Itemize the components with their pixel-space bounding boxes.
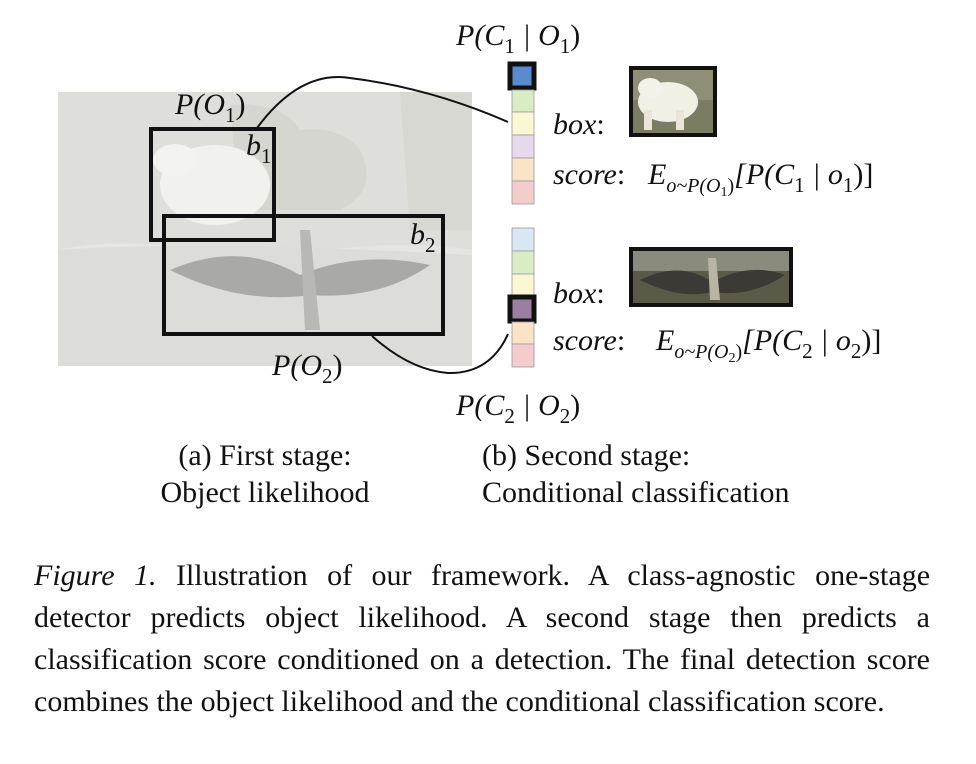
subcaption-b-line2: Conditional classification: [482, 476, 790, 509]
lower-score-formula: Eo~P(O2)[P(C2 | o2)]: [655, 324, 881, 366]
box-b2-label: b2: [410, 218, 436, 257]
figure-caption-text: Illustration of our framework. A class-a…: [34, 559, 931, 718]
lower-score-vector: [507, 227, 537, 368]
bottom-prob-label: P(C2 | O2): [455, 389, 580, 428]
crop-heron: [629, 247, 793, 307]
crop-polar-bear: [629, 66, 717, 137]
upper-box-label: box:: [553, 108, 605, 141]
framework-figure: b1 b2 P(O1) P(O2) P(C1 | O1) P(C2 | O2): [58, 19, 881, 428]
connector-upper: [256, 76, 509, 129]
subcaption-a-line2: Object likelihood: [160, 476, 370, 509]
subcaption-a-line1: (a) First stage:: [178, 439, 352, 472]
p-o2-label: P(O2): [271, 349, 342, 388]
lower-box-label: box:: [553, 277, 605, 310]
lower-score-label: score:: [553, 324, 625, 357]
upper-score-vector: [507, 61, 537, 205]
figure-caption: Figure 1. Illustration of our framework.…: [34, 555, 930, 723]
subcaption-b-line1: (b) Second stage:: [482, 439, 691, 472]
figure-caption-label: Figure 1.: [34, 559, 157, 592]
box-b1-label: b1: [246, 129, 272, 168]
box-b1: [149, 127, 276, 242]
connector-lower: [371, 333, 509, 375]
upper-score-formula: Eo~P(O1)[P(C1 | o1)]: [647, 158, 873, 200]
upper-score-label: score:: [553, 158, 625, 191]
subcaption-a: (a) First stage: Object likelihood: [100, 437, 430, 511]
p-o1-label: P(O1): [174, 88, 245, 127]
subcaption-b: (b) Second stage: Conditional classifica…: [482, 437, 789, 511]
top-prob-label: P(C1 | O1): [455, 19, 580, 58]
box-b2: [162, 214, 445, 336]
